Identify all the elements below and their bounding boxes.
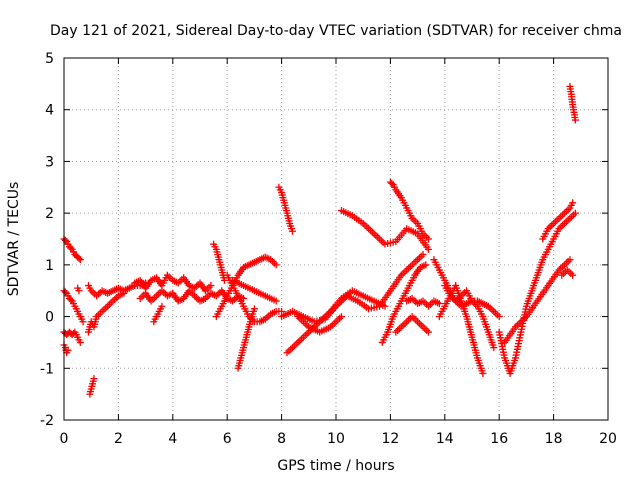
data-point [207,282,215,290]
data-point [76,338,84,346]
data-point [75,254,83,262]
series-track-aa [435,282,487,377]
series-track-u [337,207,432,253]
data-point [569,199,577,207]
data-point [76,256,84,264]
x-tick-label: 2 [114,431,123,447]
series-track-j [136,287,248,305]
data-point [490,344,498,352]
series-track-p [229,276,280,305]
series-track-s [283,287,389,357]
data-point [337,313,345,321]
series-track-ad [501,256,574,346]
data-point [566,256,574,264]
data-point [67,244,75,252]
data-point [272,297,280,305]
data-point [79,318,87,326]
y-tick-label: 4 [45,103,54,119]
x-tick-label: 10 [327,431,345,447]
series-track-d [60,341,72,357]
series-track-ac [495,209,579,377]
data-point [479,369,487,377]
data-point [435,300,443,308]
series-track-w [378,261,430,346]
data-point [422,261,430,269]
series-track-k [150,302,166,326]
series-track-g [84,289,128,336]
data-point [61,288,69,296]
data-point [571,116,579,124]
x-tick-label: 14 [436,431,454,447]
data-point [90,375,98,383]
data-point [67,296,75,304]
series-track-o [223,271,286,326]
data-point [495,313,503,321]
series-track-v [386,178,432,243]
data-point [61,236,69,244]
data-point [75,287,83,295]
y-tick-label: 5 [45,51,54,67]
data-point [288,227,296,235]
data-point [424,328,432,336]
data-point [64,346,72,354]
data-point [571,209,579,217]
x-tick-label: 16 [490,431,508,447]
series-track-af [558,266,577,279]
series-track-ae [539,199,577,243]
y-tick-label: -1 [40,361,54,377]
grid-lines [64,58,608,420]
x-tick-label: 4 [168,431,177,447]
x-tick-label: 18 [545,431,563,447]
series-track-l [210,240,228,284]
series-track-t [294,313,345,336]
data-point [424,245,432,253]
x-tick-label: 0 [60,431,69,447]
x-tick-label: 8 [277,431,286,447]
y-tick-label: 0 [45,310,54,326]
series-track-e [74,284,83,295]
y-tick-label: 1 [45,258,54,274]
series-track-ag [566,82,579,124]
data-point [158,302,166,310]
series-track-i [131,271,215,295]
data-point [424,235,432,243]
data-point [569,271,577,279]
x-tick-label: 6 [223,431,232,447]
series-track-h [84,279,150,300]
series-track-a [60,235,84,264]
y-tick-label: 2 [45,206,54,222]
series-track-x [392,313,432,336]
chart-title: Day 121 of 2021, Sidereal Day-to-day VTE… [50,23,622,39]
y-tick-label: -2 [40,413,54,429]
data-point [419,251,427,259]
data-point [388,179,396,187]
series-track-n [234,305,258,372]
x-tick-label: 20 [599,431,617,447]
series-track-q [275,183,296,235]
data-point [250,305,258,313]
x-tick-label: 12 [381,431,399,447]
data-point [272,261,280,269]
series-track-b [60,287,87,326]
y-tick-label: 3 [45,154,54,170]
x-axis-label: GPS time / hours [277,458,394,474]
y-axis-label: SDTVAR / TECUs [6,182,22,297]
data-point [381,302,389,310]
data-points [60,82,579,398]
series-track-y [403,294,443,310]
series-track-ab [441,282,498,352]
series-track-f [86,375,98,398]
